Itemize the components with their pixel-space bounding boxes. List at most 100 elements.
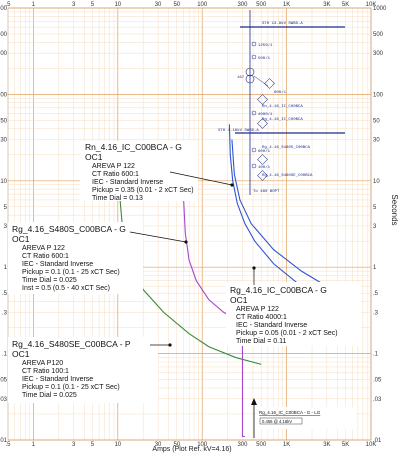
curve-label-line: IEC - Standard Inverse [92,179,163,186]
y-tick-label-right: 50 [373,118,380,124]
curve-label-line: OC1 [230,295,248,305]
x-tick-label-bottom: 1 [32,442,36,448]
curve-label-line: Time Dial = 0.11 [236,338,286,345]
label-background [8,337,158,403]
x-tick-label-top: 5K [342,2,349,8]
series-line-1 [182,196,245,437]
curve-label-line: AREVA P 122 [92,163,135,170]
x-tick-label-bottom: 10 [114,442,121,448]
y-tick-label-left: 1 [4,265,8,271]
series-line-3 [231,139,328,287]
fault-value-box [259,417,303,425]
curve-label-line: CT Ratio 100:1 [22,368,69,375]
curve-label-line: Pickup = 0.1 (0.1 - 25 xCT Sec) [22,384,120,391]
curve-label-line: CT Ratio 600:1 [92,171,139,178]
y-tick-label-right: 500 [373,32,384,38]
sld-label-ct-600: 600/1 [274,90,287,95]
y-tick-label-right: .05 [373,378,382,384]
curve-label-title: Rg_4.16_S480SE_C00BCA - P [12,339,131,349]
y-axis-title: Seconds [390,194,399,225]
x-tick-label-top: 500 [256,2,267,8]
label-background [8,222,143,294]
relay-diamond-icon [264,78,275,89]
y-tick-label-left: 10 [0,179,7,185]
transformer-primary-icon [245,67,255,77]
ct-symbol [251,147,257,153]
sld-label-ct-500: 500/1 [258,56,271,61]
curve-label-line: IEC - Standard Inverse [236,322,307,329]
relay-diamond-icon [257,118,268,129]
tick-labels: .5 1 3 5 10 30 50 100 300 500 1K 3K 5K 10K.5 1 3 5 10 30 50… [0,2,387,448]
curve-label-line: Inst = 0.5 (0.5 - 40 xCT Sec) [22,285,110,292]
x-tick-label-top: 30 [155,2,162,8]
fault-annotation: Rg_4.16_IC_C00BCA - G - LG 0.456 @ 4.16k… [251,398,357,438]
curve-label-line: Time Dial = 0.13 [92,195,143,202]
transformer-secondary-icon [245,74,255,84]
label-leader [129,231,187,243]
sld-label-bus-13-8kv: STH 13.8kV SWBD-A [262,21,303,26]
x-tick-label-top: 10 [114,2,121,8]
fault-value: 0.456 @ 4.16kV [262,419,292,424]
curve-label-line: CT Ratio 4000:1 [236,314,287,321]
y-tick-label-right: 1000 [373,6,387,12]
y-tick-label-left: 300 [0,51,8,57]
label-rg-ic: Rg_4.16_IC_C00BCA - G OC1 AREVA P 122 CT… [226,266,361,346]
curve-label-title: Rg_4.16_S480S_C00BCA - G [12,224,126,234]
x-tick-label-bottom: 5K [342,442,349,448]
fault-arrow-icon [251,398,257,405]
x-tick-label-bottom: 500 [256,442,267,448]
x-tick-label-top: 50 [173,2,180,8]
label-rn-ic: Rn_4.16_IC_C00BCA - G OC1 AREVA P 122 CT… [80,141,234,202]
curve-label-line: CT Ratio 600:1 [22,253,69,260]
leader-dot [252,266,256,270]
x-tick-label-top: 1 [32,2,36,8]
x-tick-label-top: .5 [5,2,11,8]
x-tick-label-top: 1K [283,2,290,8]
sld-label-bus-4-16kv: STH 4.16kV SWBD-A [218,128,259,133]
x-tick-label-top: 300 [237,2,248,8]
curve-label-line: Pickup = 0.1 (0.1 - 25 xCT Sec) [22,269,120,276]
label-rg-s480se: Rg_4.16_S480SE_C00BCA - P OC1 AREVA P120… [8,337,172,403]
relay-diamond-icon [257,154,268,165]
y-tick-label-right: 5 [373,205,377,211]
y-tick-label-right: 30 [373,138,380,144]
curve-label-line: OC1 [12,349,30,359]
y-tick-label-left: .03 [0,397,8,403]
label-background [226,282,361,346]
x-tick-label-bottom: 1K [283,442,290,448]
y-tick-label-right: .03 [373,397,382,403]
y-tick-label-right: .5 [373,291,379,297]
y-tick-label-left: .01 [0,438,8,444]
sld-label-to-480-bopt: To 480 BOPT [253,190,280,194]
y-tick-label-right: 1 [373,265,377,271]
series-line-0 [228,124,328,303]
y-tick-label-left: 1000 [0,6,8,12]
ct-symbol [251,41,257,47]
x-tick-label-top: 3 [72,2,76,8]
x-tick-label-top: 5 [91,2,95,8]
curve-label-line: IEC - Standard Inverse [22,261,93,268]
y-tick-label-left: 100 [0,92,8,98]
x-tick-label-bottom: 3K [323,442,330,448]
y-tick-label-left: .1 [2,352,8,358]
ct-symbol [251,54,257,60]
relay-diamond-icon [257,94,268,105]
x-tick-label-bottom: 3 [72,442,76,448]
ct-symbol [251,163,257,169]
y-tick-label-right: 3 [373,224,377,230]
y-tick-label-left: .5 [2,291,8,297]
y-tick-label-right: .3 [373,310,379,316]
fault-label: Rg_4.16_IC_C00BCA - G - LG [259,410,321,415]
annotation-background [257,407,357,429]
sld-label-ct-1250: 1250/1 [258,43,273,48]
curve-label-line: AREVA P120 [22,360,63,367]
sld-label-ct-4000: 4000/1 [258,112,273,117]
y-tick-label-left: 50 [0,118,7,124]
sld-label-rg-s480se-relay: Rg_4.16_S480SE_C00BCA [262,174,313,178]
curve-label-line: Time Dial = 0.025 [22,392,77,399]
one-line-diagram: STH 13.8kV SWBD-A 1250/1 500/1 167 600/1… [218,10,345,195]
relay-diamond-icon [257,170,268,181]
sld-label-ct-600-b: 600/1 [258,149,271,154]
label-leader [169,171,233,186]
